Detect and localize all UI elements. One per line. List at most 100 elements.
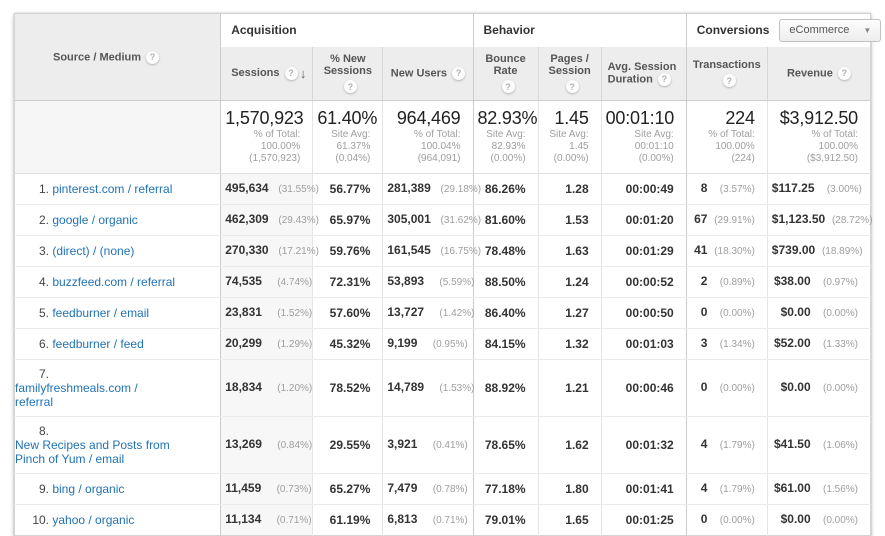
new-sessions-cell: 29.55% (312, 416, 383, 474)
transactions-value: 41 (694, 243, 708, 257)
bounce-rate-cell: 78.48% (472, 235, 539, 267)
help-icon[interactable]: ? (284, 66, 298, 80)
source-medium-link[interactable]: (direct) / (none) (52, 244, 135, 258)
new-users-value: 161,545 (387, 243, 431, 257)
help-icon[interactable]: ? (343, 80, 357, 94)
revenue-cell: $739.00 (18.89%) (766, 235, 871, 267)
new-users-cell: 281,389 (29.18%) (382, 173, 481, 205)
sessions-value: 18,834 (225, 380, 262, 394)
new-sessions-value: 56.77% (329, 182, 371, 196)
transactions-cell: 4 (1.79%) (685, 473, 768, 505)
new-users-value: 53,893 (387, 274, 425, 288)
pages-session-header-label: Pages / Session (548, 53, 591, 78)
row-rank: 5. (38, 306, 49, 320)
source-medium-cell: 8. New Recipes and Posts from Pinch of Y… (14, 416, 221, 474)
table-row: 8. New Recipes and Posts from Pinch of Y… (14, 416, 871, 474)
revenue-percent: (0.00%) (822, 383, 858, 394)
source-medium-link[interactable]: yahoo / organic (52, 513, 135, 527)
new-users-value: 13,727 (387, 305, 425, 319)
totals-new-users: 964,469 % of Total: 100.04% (964,091) (382, 100, 473, 174)
column-header-pages-session[interactable]: Pages / Session ? (537, 46, 602, 101)
source-medium-link[interactable]: bing / organic (52, 482, 125, 496)
help-icon[interactable]: ? (837, 66, 851, 80)
new-users-cell: 9,199 (0.95%) (382, 328, 473, 360)
ecommerce-dropdown-value: eCommerce (789, 24, 850, 37)
sessions-cell: 18,834 (1.20%) (220, 359, 313, 417)
transactions-value: 3 (700, 336, 708, 350)
source-medium-link[interactable]: feedburner / email (52, 306, 150, 320)
sort-descending-icon[interactable]: ↓ (299, 65, 307, 81)
transactions-cell: 0 (0.00%) (685, 504, 768, 536)
new-sessions-header-label: % New Sessions (323, 53, 372, 78)
column-header-avg-session-duration[interactable]: Avg. Session Duration? (600, 46, 687, 101)
transactions-cell: 41 (18.30%) (685, 235, 768, 267)
revenue-cell: $52.00 (1.33%) (766, 328, 871, 360)
new-users-value: 14,789 (387, 380, 425, 394)
source-medium-cell: 7. familyfreshmeals.com / referral (14, 359, 221, 417)
avg-session-duration-value: 00:00:52 (625, 275, 674, 289)
revenue-percent: (1.56%) (822, 484, 858, 495)
revenue-percent: (1.33%) (822, 339, 858, 350)
new-users-percent: (31.62%) (440, 215, 482, 226)
sessions-cell: 11,134 (0.71%) (220, 504, 313, 536)
column-header-new-sessions[interactable]: % New Sessions ? (312, 46, 383, 101)
sessions-percent: (29.43%) (278, 215, 319, 226)
help-icon[interactable]: ? (501, 80, 515, 94)
new-users-value: 305,001 (387, 212, 431, 226)
source-medium-link[interactable]: feedburner / feed (52, 337, 144, 351)
bounce-rate-value: 88.92% (484, 381, 526, 395)
transactions-value: 0 (700, 512, 708, 526)
avg-session-duration-value: 00:01:32 (625, 438, 674, 452)
revenue-cell: $41.50 (1.06%) (766, 416, 871, 474)
transactions-percent: (18.30%) (714, 246, 755, 257)
ecommerce-dropdown[interactable]: eCommerce ▼ (779, 18, 882, 42)
new-users-percent: (5.59%) (439, 277, 475, 288)
source-medium-link[interactable]: google / organic (52, 213, 138, 227)
sessions-percent: (0.84%) (277, 440, 313, 451)
help-icon[interactable]: ? (722, 74, 736, 88)
pages-session-cell: 1.80 (537, 473, 602, 505)
new-users-percent: (1.53%) (439, 383, 475, 394)
row-rank: 10. (32, 513, 49, 527)
new-sessions-cell: 65.97% (312, 204, 383, 236)
column-header-new-users[interactable]: New Users? (382, 46, 473, 101)
column-header-transactions[interactable]: Transactions ? (685, 46, 768, 101)
pages-session-value: 1.24 (565, 275, 589, 289)
source-medium-link[interactable]: pinterest.com / referral (52, 182, 173, 196)
sessions-value: 74,535 (225, 274, 262, 288)
source-medium-link[interactable]: New Recipes and Posts from Pinch of Yum … (15, 438, 170, 466)
pages-session-value: 1.32 (565, 337, 589, 351)
row-rank: 3. (38, 244, 49, 258)
new-sessions-total-detail: Site Avg: 61.37% (0.04%) (331, 129, 371, 164)
source-medium-cell: 1. pinterest.com / referral (14, 173, 221, 205)
help-icon[interactable]: ? (565, 80, 579, 94)
new-users-cell: 13,727 (1.42%) (382, 297, 475, 329)
column-header-source-medium[interactable]: Source / Medium? (14, 13, 222, 101)
new-users-percent: (0.41%) (432, 440, 468, 451)
source-medium-link[interactable]: familyfreshmeals.com / referral (15, 381, 138, 409)
avg-session-duration-cell: 00:01:32 (600, 416, 687, 474)
source-medium-link[interactable]: buzzfeed.com / referral (52, 275, 176, 289)
transactions-cell: 2 (0.89%) (685, 266, 768, 298)
column-header-bounce-rate[interactable]: Bounce Rate ? (472, 46, 539, 101)
pages-session-cell: 1.28 (537, 173, 602, 205)
sessions-percent: (17.21%) (278, 246, 319, 257)
column-header-sessions[interactable]: Sessions? ↓ (220, 46, 313, 101)
transactions-value: 0 (700, 380, 708, 394)
bounce-rate-value: 79.01% (484, 513, 526, 527)
help-icon[interactable]: ? (657, 72, 671, 86)
help-icon[interactable]: ? (146, 50, 160, 64)
bounce-rate-cell: 77.18% (472, 473, 539, 505)
column-header-revenue[interactable]: Revenue? (766, 46, 871, 101)
sessions-value: 13,269 (225, 437, 262, 451)
transactions-percent: (3.57%) (719, 184, 755, 195)
help-icon[interactable]: ? (452, 66, 466, 80)
new-users-cell: 305,001 (31.62%) (382, 204, 481, 236)
new-users-value: 6,813 (387, 512, 418, 526)
new-users-value: 9,199 (387, 336, 418, 350)
sessions-value: 495,634 (225, 181, 269, 195)
source-medium-cell: 6. feedburner / feed (14, 328, 221, 360)
totals-bounce-rate: 82.93% Site Avg: 82.93% (0.00%) (472, 100, 539, 174)
new-users-percent: (1.42%) (439, 308, 475, 319)
revenue-header-label: Revenue (786, 67, 833, 80)
